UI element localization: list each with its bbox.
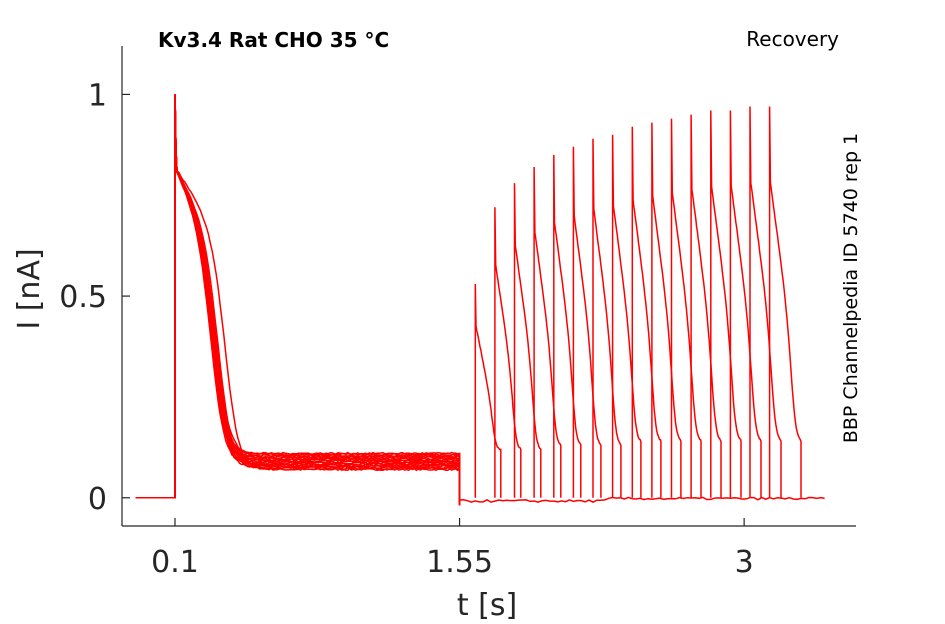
source-note: BBP Channelpedia ID 5740 rep 1 [840, 133, 862, 443]
recovery-pulse-trace [710, 110, 742, 498]
recovery-pulse-trace [749, 106, 782, 498]
recovery-pulse-trace [592, 138, 622, 498]
recovery-pulse-trace [494, 207, 522, 498]
conditioning-trace [135, 94, 461, 503]
recovery-pulse-trace [533, 166, 562, 498]
conditioning-trace [135, 94, 461, 505]
x-axis-label: t [s] [457, 588, 517, 623]
conditioning-trace [135, 94, 461, 505]
conditioning-trace [135, 94, 461, 503]
recovery-pulse-trace [572, 146, 602, 498]
y-tick-label: 0 [88, 482, 107, 517]
recovery-pulse-trace [670, 118, 702, 498]
y-tick-label: 0.5 [59, 280, 107, 315]
recovery-pulse-trace [513, 183, 542, 498]
protocol-label: Recovery [746, 27, 839, 51]
x-tick-label: 0.1 [151, 545, 199, 580]
recovery-pulse-trace [631, 126, 662, 498]
recovery-pulse-trace [611, 134, 642, 498]
conditioning-trace [135, 94, 461, 506]
conditioning-trace [135, 94, 461, 503]
y-tick-label: 1 [88, 78, 107, 113]
conditioning-trace [135, 94, 461, 503]
y-axis-label: I [nA] [12, 248, 47, 329]
x-ticks: 0.1 1.55 3 [151, 518, 754, 580]
plot-area: 0.1 1.55 3 00.51 [59, 46, 856, 580]
y-ticks: 00.51 [59, 78, 130, 517]
conditioning-trace [135, 94, 461, 505]
current-traces [135, 94, 825, 506]
conditioning-trace [135, 94, 461, 503]
x-tick-label: 3 [735, 545, 754, 580]
recovery-pulse-trace [768, 106, 802, 498]
recovery-pulse-trace [729, 110, 762, 498]
recovery-pulse-trace [553, 154, 582, 498]
conditioning-trace [135, 94, 461, 505]
recovery-pulse-trace [474, 283, 502, 498]
recovery-pulse-trace [651, 122, 682, 498]
conditioning-trace [135, 94, 461, 502]
conditioning-trace [135, 94, 461, 506]
conditioning-trace [135, 94, 461, 503]
conditioning-trace [135, 94, 461, 504]
conditioning-trace [135, 94, 461, 502]
recovery-baseline [458, 496, 825, 504]
recovery-pulse-trace [690, 114, 722, 498]
x-tick-label: 1.55 [426, 545, 493, 580]
conditioning-trace [135, 94, 461, 506]
chart-title: Kv3.4 Rat CHO 35 °C [158, 28, 389, 52]
